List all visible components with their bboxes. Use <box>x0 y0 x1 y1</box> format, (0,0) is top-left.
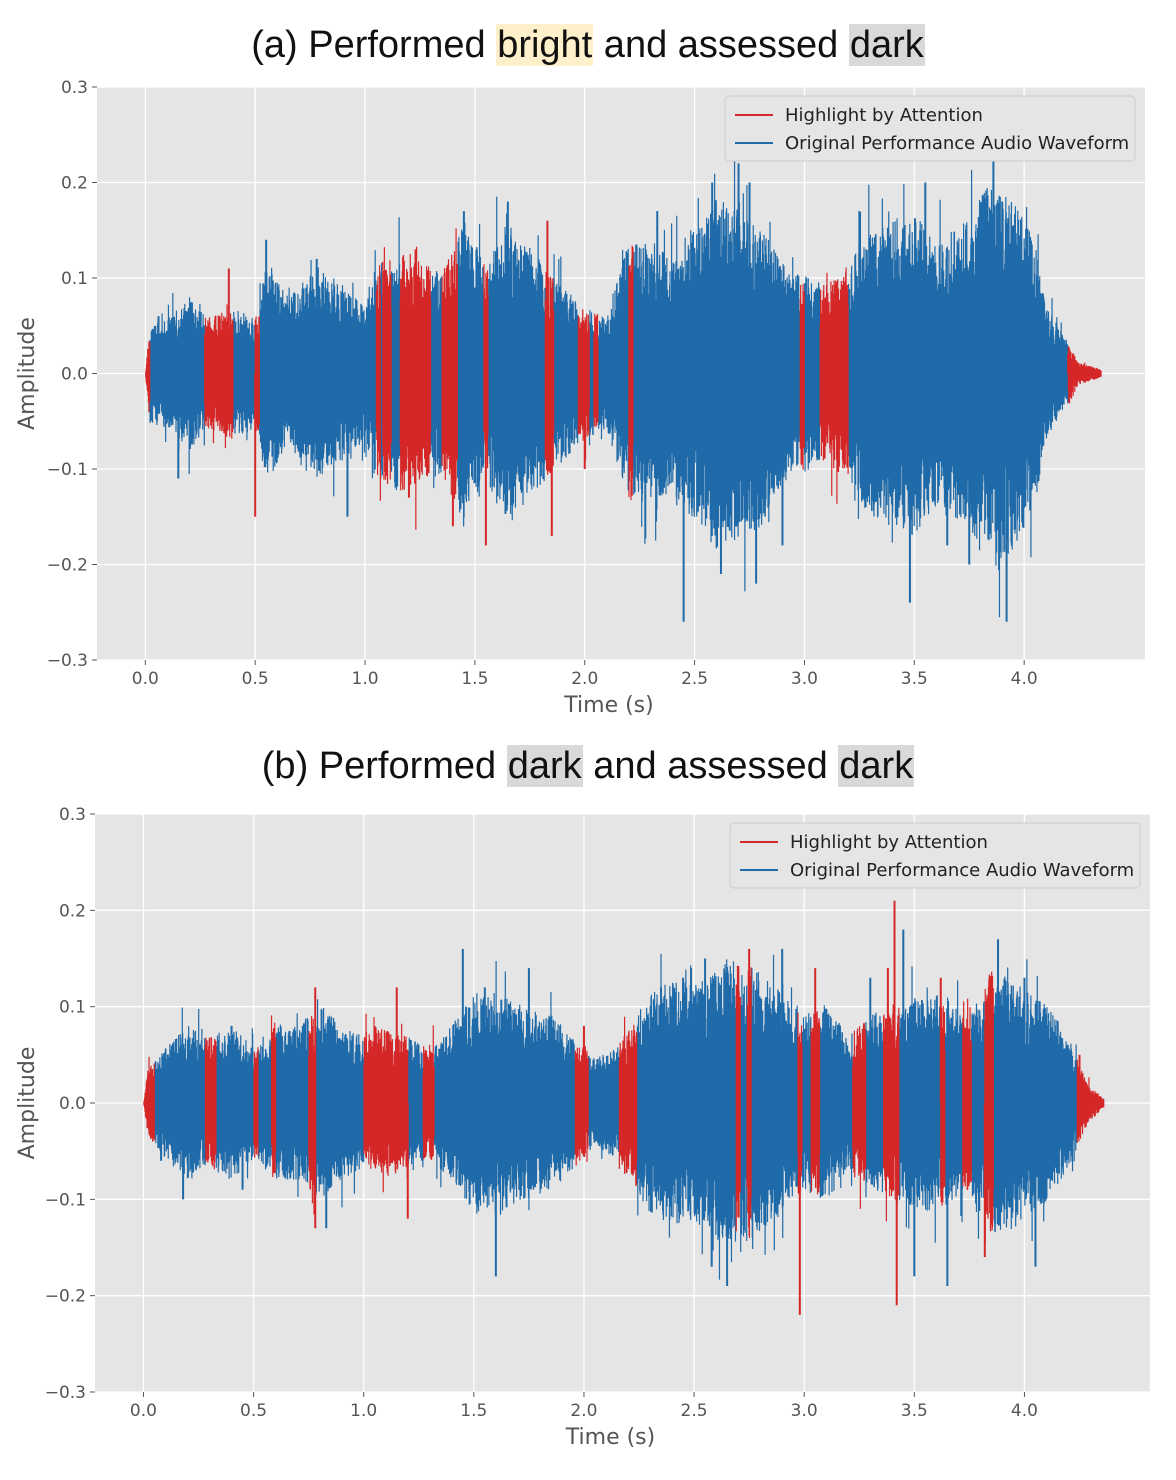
legend-highlight-label: Highlight by Attention <box>790 832 988 853</box>
title-b-part-3: and assessed <box>582 745 839 787</box>
legend-highlight-label: Highlight by Attention <box>785 105 983 126</box>
waveform-peaks <box>157 153 1070 622</box>
y-tick-label: −0.2 <box>47 556 88 576</box>
x-tick-label: 4.0 <box>1011 669 1038 689</box>
title-b-dark-highlight-1: dark <box>506 745 583 787</box>
y-tick-label: 0.1 <box>61 269 88 289</box>
y-tick-label: 0.0 <box>59 1094 86 1114</box>
x-tick-label: 0.5 <box>240 1401 267 1421</box>
y-axis-label: Amplitude <box>15 1047 40 1160</box>
title-a-part-3: and assessed <box>593 24 849 66</box>
title-a-bright-highlight: bright <box>496 24 594 66</box>
y-tick-label: 0.2 <box>59 901 86 921</box>
x-axis-label: Time (s) <box>565 1425 655 1450</box>
x-tick-label: 0.0 <box>132 669 159 689</box>
x-tick-label: 0.0 <box>130 1401 157 1421</box>
x-tick-label: 3.5 <box>901 1401 928 1421</box>
x-tick-label: 3.5 <box>901 669 928 689</box>
title-a-dark-highlight: dark <box>848 24 925 66</box>
x-tick-label: 2.5 <box>681 669 708 689</box>
legend-box <box>724 95 1136 162</box>
chart-b: 0.0 0.5 1.0 1.5 2.0 2.5 3.0 3.5 4.0 0.3 0.2 0.1 0.0 −… <box>15 805 1150 1450</box>
legend: Highlight by Attention Original Performan… <box>729 822 1141 889</box>
x-tick-label: 1.5 <box>460 1401 487 1421</box>
title-a-part-1: (a) Performed <box>251 24 497 66</box>
y-axis-ticks: 0.3 0.2 0.1 0.0 −0.1 −0.2 −0.3 <box>45 805 95 1403</box>
panel-b-title: (b) Performed dark and assessed dark <box>0 745 1176 788</box>
x-axis-ticks: 0.0 0.5 1.0 1.5 2.0 2.5 3.0 3.5 4.0 <box>132 660 1038 689</box>
y-tick-label: −0.3 <box>45 1383 86 1403</box>
x-axis-label: Time (s) <box>563 693 653 718</box>
y-tick-label: −0.1 <box>45 1190 86 1210</box>
legend-box <box>729 822 1141 889</box>
y-tick-label: 0.3 <box>61 78 88 98</box>
y-tick-label: 0.0 <box>61 365 88 385</box>
x-tick-label: 3.0 <box>791 669 818 689</box>
x-tick-label: 4.0 <box>1011 1401 1038 1421</box>
x-tick-label: 3.0 <box>791 1401 818 1421</box>
title-b-dark-highlight-2: dark <box>838 745 915 787</box>
y-tick-label: 0.1 <box>59 998 86 1018</box>
x-tick-label: 1.0 <box>350 1401 377 1421</box>
x-tick-label: 2.0 <box>570 1401 597 1421</box>
x-axis-ticks: 0.0 0.5 1.0 1.5 2.0 2.5 3.0 3.5 4.0 <box>130 1392 1038 1421</box>
y-axis-label: Amplitude <box>15 317 40 430</box>
chart-a: 0.0 0.5 1.0 1.5 2.0 2.5 3.0 3.5 4.0 0.3 0.2 0.1 0.0 −… <box>15 78 1145 718</box>
x-tick-label: 1.5 <box>461 669 488 689</box>
waveform-peaks <box>160 900 1081 1315</box>
title-b-part-1: (b) Performed <box>261 745 507 787</box>
x-tick-label: 0.5 <box>242 669 269 689</box>
y-tick-label: 0.2 <box>61 174 88 194</box>
y-tick-label: 0.3 <box>59 805 86 825</box>
y-tick-label: −0.1 <box>47 460 88 480</box>
y-tick-label: −0.3 <box>47 651 88 671</box>
y-axis-ticks: 0.3 0.2 0.1 0.0 −0.1 −0.2 −0.3 <box>47 78 97 671</box>
x-tick-label: 1.0 <box>352 669 379 689</box>
x-tick-label: 2.0 <box>571 669 598 689</box>
y-tick-label: −0.2 <box>45 1287 86 1307</box>
legend-waveform-label: Original Performance Audio Waveform <box>785 133 1129 154</box>
legend: Highlight by Attention Original Performan… <box>724 95 1136 162</box>
legend-waveform-label: Original Performance Audio Waveform <box>790 860 1134 881</box>
panel-a-title: (a) Performed bright and assessed dark <box>0 24 1176 67</box>
x-tick-label: 2.5 <box>681 1401 708 1421</box>
